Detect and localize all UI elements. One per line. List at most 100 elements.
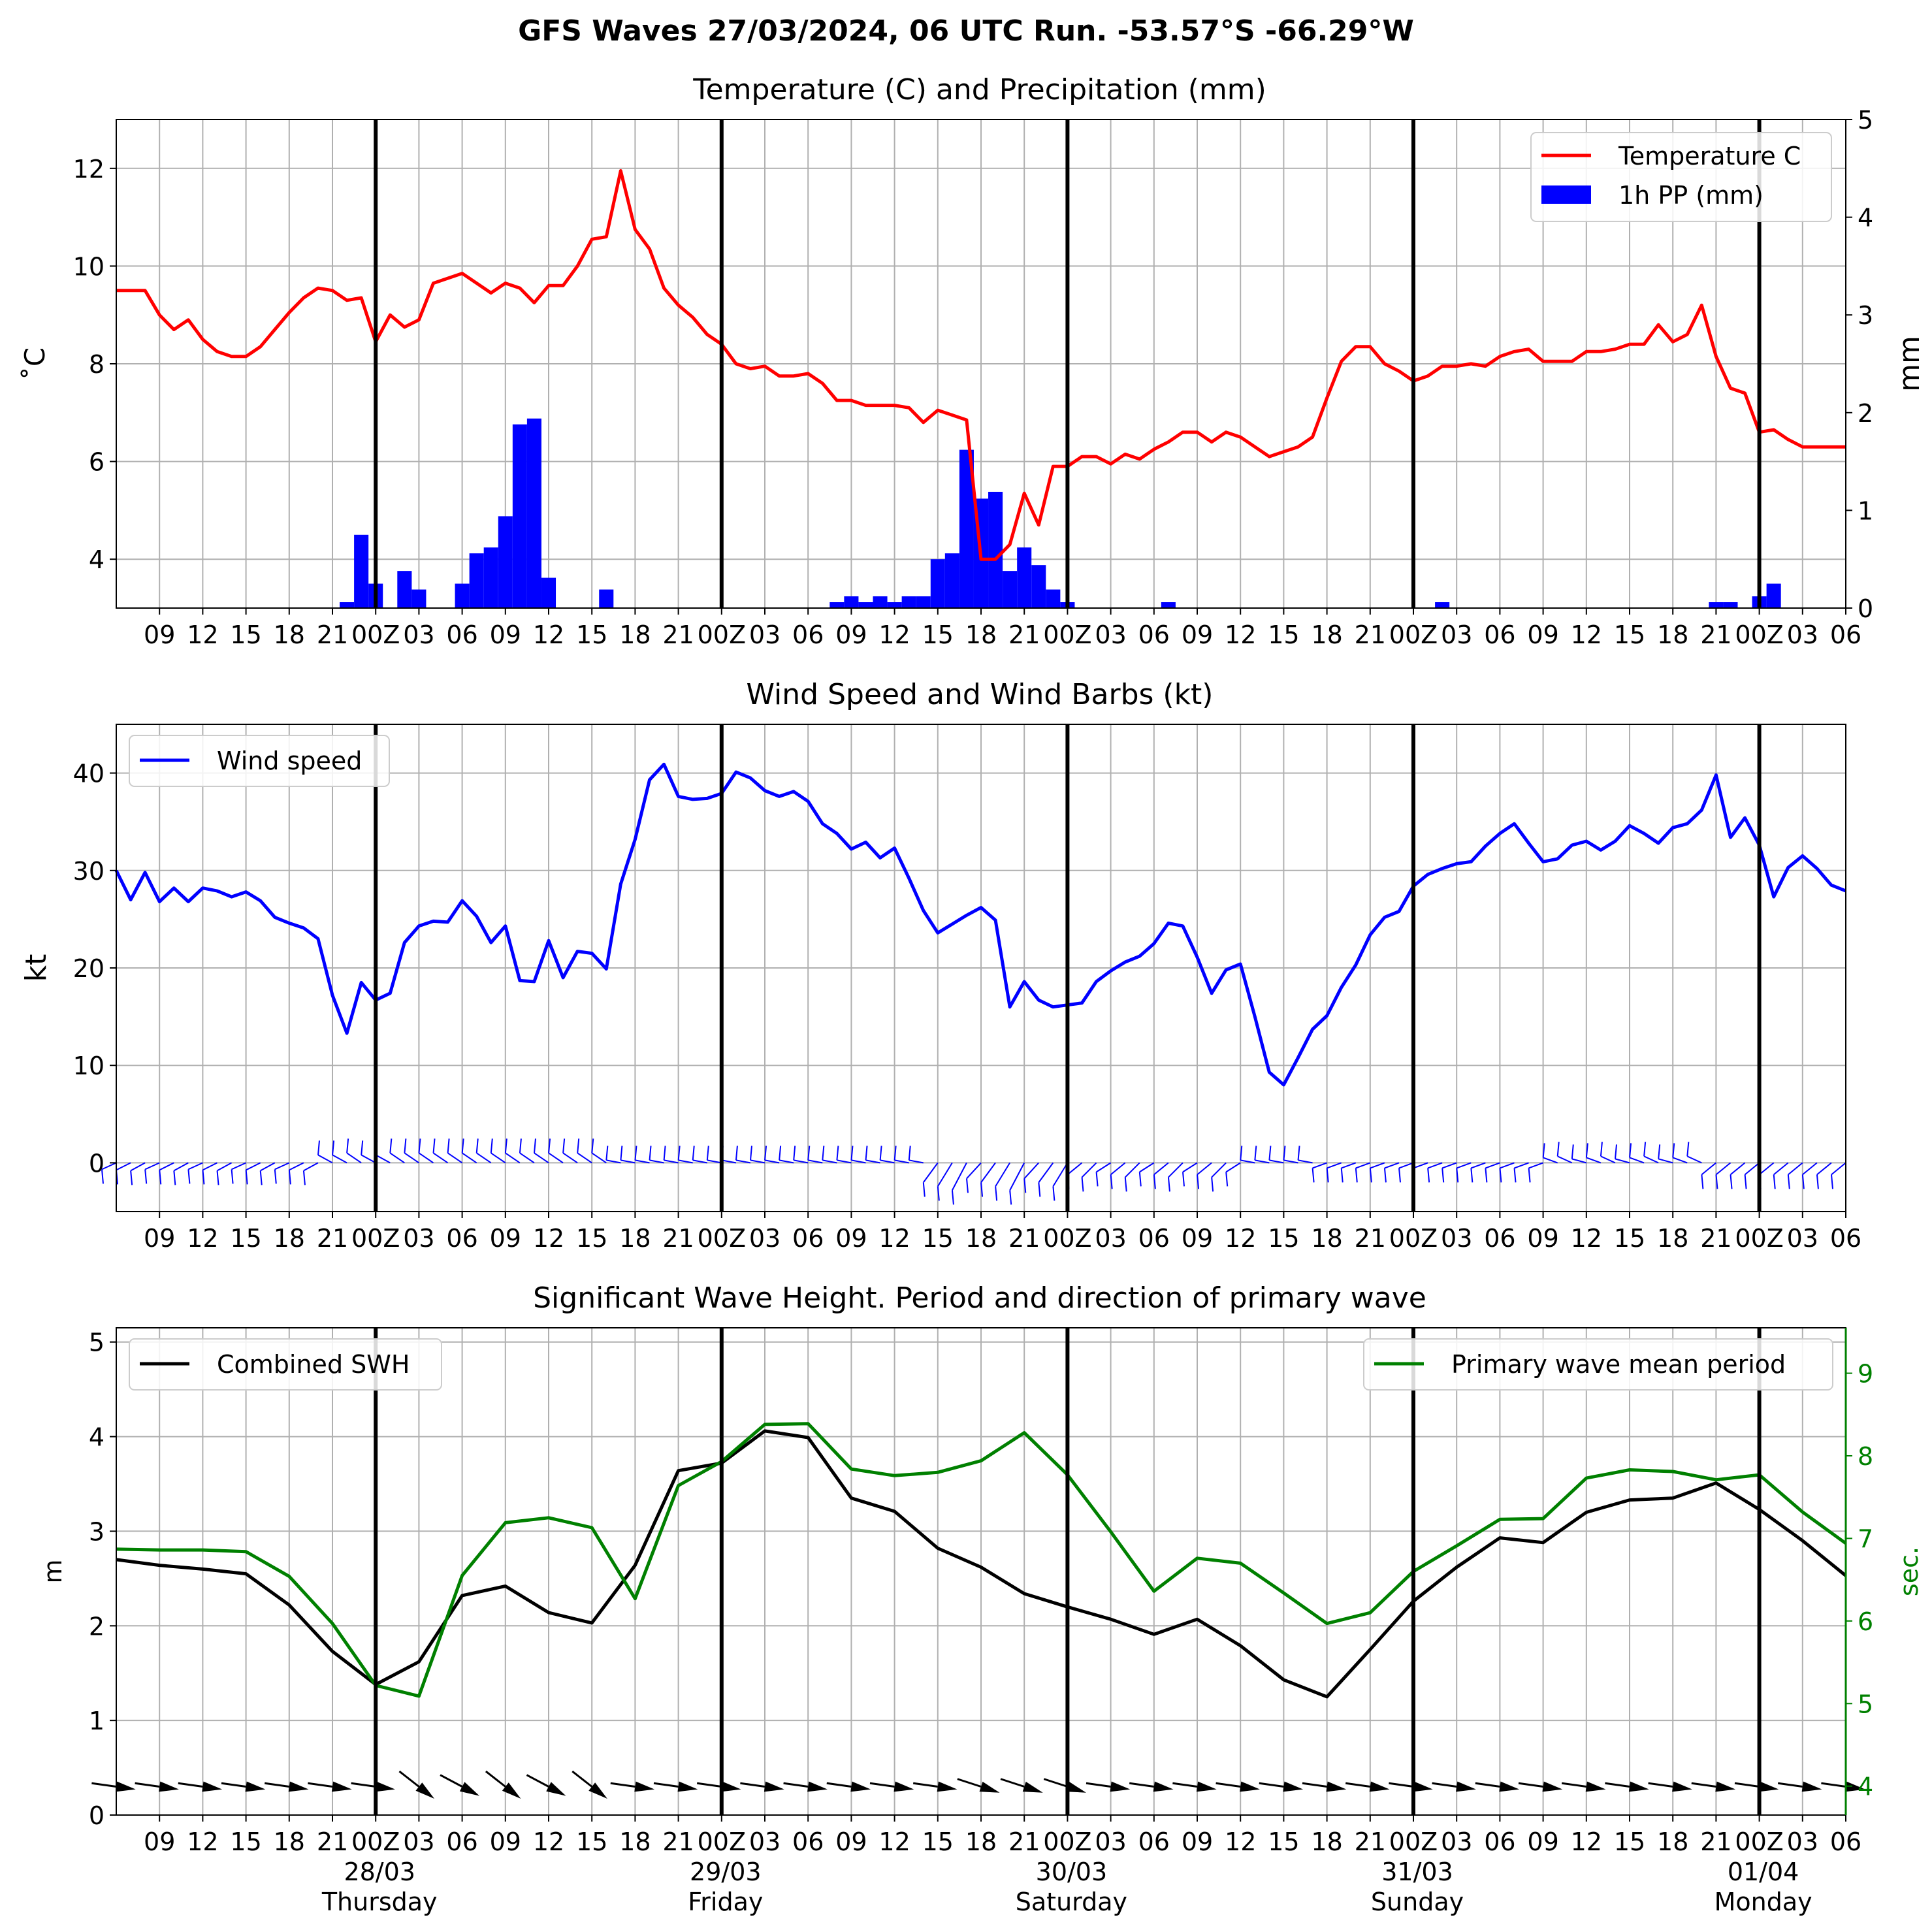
wave-direction-arrow: [610, 1781, 655, 1792]
wind-barb-flag: [1110, 1174, 1113, 1189]
wind-barb-flag: [1643, 1142, 1647, 1157]
wave-arrow-head: [502, 1782, 521, 1799]
weekday-label: Saturday: [1016, 1888, 1127, 1916]
wind-barb-flag: [447, 1138, 450, 1153]
x-tick-label: 21: [317, 620, 348, 649]
wind-barb-staff: [447, 1152, 463, 1164]
wind-barb-staff: [591, 1152, 607, 1164]
wave-arrow-head: [1456, 1781, 1476, 1792]
wind-panel-title: Wind Speed and Wind Barbs (kt): [747, 678, 1214, 711]
x-tick-label: 12: [187, 1827, 218, 1856]
wind-barb-flag: [1470, 1168, 1473, 1183]
wind-barb-staff: [505, 1152, 521, 1164]
x-tick-label: 12: [533, 1224, 564, 1253]
wind-barb-staff: [1816, 1162, 1832, 1176]
wave-direction-arrow: [1777, 1781, 1822, 1792]
wind-barb-staff: [1759, 1162, 1775, 1176]
precip-bar: [844, 596, 859, 608]
wind-barb-staff: [159, 1162, 174, 1171]
wind-barb-staff: [851, 1159, 866, 1164]
wind-barb-flag: [937, 1186, 940, 1201]
precip-y-axis: 0 1 2 3 4 5: [1846, 106, 1873, 623]
wave-direction-arrow: [1475, 1781, 1520, 1792]
date-label: 31/03: [1381, 1858, 1453, 1886]
wave-direction-arrows: [91, 1770, 1865, 1799]
wave-panel: Significant Wave Height. Period and dire…: [39, 1281, 1924, 1916]
wind-barb-staff: [1672, 1157, 1688, 1164]
y-tick-label: 10: [73, 1052, 105, 1080]
x-tick-label: 21: [1700, 620, 1731, 649]
x-tick-label: 06: [1138, 1224, 1170, 1253]
precip-bar: [354, 534, 369, 608]
wave-direction-arrow: [264, 1781, 309, 1792]
wave-arrow-head: [850, 1781, 871, 1792]
x-tick-label: 06: [792, 620, 824, 649]
x-tick-label: 18: [619, 620, 651, 649]
precip-bar: [1723, 602, 1738, 608]
wind-barb-flag: [475, 1138, 479, 1153]
wave-arrow-shaft: [610, 1782, 636, 1788]
x-tick-label: 00Z: [351, 620, 400, 649]
wind-barb-staff: [1528, 1162, 1543, 1169]
wind-barb-flag: [1456, 1168, 1459, 1183]
wind-barb-staff: [664, 1159, 679, 1164]
wind-barb-staff: [865, 1159, 880, 1164]
precip-bar: [959, 449, 974, 608]
wind-barb-staff: [620, 1159, 636, 1164]
wave-direction-arrow: [1259, 1781, 1304, 1792]
y-tick-label: 4: [89, 545, 105, 574]
wind-barb-staff: [1441, 1162, 1457, 1169]
wind-barb-staff: [303, 1162, 319, 1172]
x-tick-label: 12: [1225, 1224, 1256, 1253]
x-tick-label: 09: [144, 1224, 175, 1253]
wind-barb-flag: [216, 1170, 219, 1185]
wind-barb-flag: [187, 1169, 191, 1184]
wind-barb-staff: [995, 1162, 1010, 1187]
x-tick-label: 03: [403, 1224, 434, 1253]
wind-barb-flag: [317, 1140, 320, 1155]
wind-barbs: [101, 1138, 1846, 1205]
wave-arrow-shaft: [308, 1782, 333, 1788]
x-tick-label: 12: [1225, 620, 1256, 649]
wind-barb-flag: [1773, 1174, 1776, 1189]
x-tick-label: 06: [1138, 620, 1170, 649]
y-tick-label: 2: [89, 1612, 105, 1641]
wind-barb-staff: [1355, 1162, 1371, 1169]
wind-barb-staff: [1744, 1162, 1760, 1176]
wind-barb-staff: [1139, 1162, 1155, 1173]
wind-barb-staff: [534, 1152, 549, 1164]
wind-barb-flag: [432, 1138, 436, 1153]
x-tick-label: 06: [1484, 1224, 1515, 1253]
wave-direction-arrow: [912, 1781, 958, 1792]
wind-barb-flag: [1095, 1172, 1099, 1187]
y-tick-label: 1: [89, 1707, 105, 1735]
wind-barb-staff: [922, 1162, 939, 1183]
wind-barb-staff: [1110, 1162, 1126, 1176]
precip-bar: [1435, 602, 1450, 608]
wind-barb-staff: [692, 1159, 707, 1164]
wind-barb-staff: [649, 1159, 664, 1164]
wind-barb-flag: [259, 1170, 263, 1185]
wave-arrow-head: [1065, 1781, 1086, 1793]
precip-legend-label: 1h PP (mm): [1618, 181, 1763, 210]
y-tick-label: 6: [89, 448, 105, 477]
wave-arrow-shaft: [1691, 1782, 1716, 1788]
x-tick-label: 18: [1311, 620, 1342, 649]
wind-barb-flag: [1009, 1190, 1012, 1205]
x-tick-label: 21: [1008, 1224, 1040, 1253]
wind-barb-flag: [1485, 1168, 1488, 1183]
temp-panel-title: Temperature (C) and Precipitation (mm): [692, 73, 1266, 106]
wind-barb-flag: [735, 1146, 738, 1161]
wave-arrow-head: [807, 1781, 828, 1792]
x-tick-label: 12: [533, 620, 564, 649]
wind-barb-staff: [952, 1162, 967, 1191]
wave-arrow-head: [1758, 1781, 1779, 1792]
wave-arrow-shaft: [398, 1770, 420, 1788]
x-tick-label: 21: [1008, 1827, 1040, 1856]
wind-barb-staff: [735, 1159, 751, 1164]
wind-barb-staff: [1341, 1162, 1357, 1169]
wind-barb-flag: [836, 1146, 839, 1161]
wave-arrow-head: [159, 1781, 179, 1792]
wind-barb-staff: [1571, 1158, 1587, 1164]
